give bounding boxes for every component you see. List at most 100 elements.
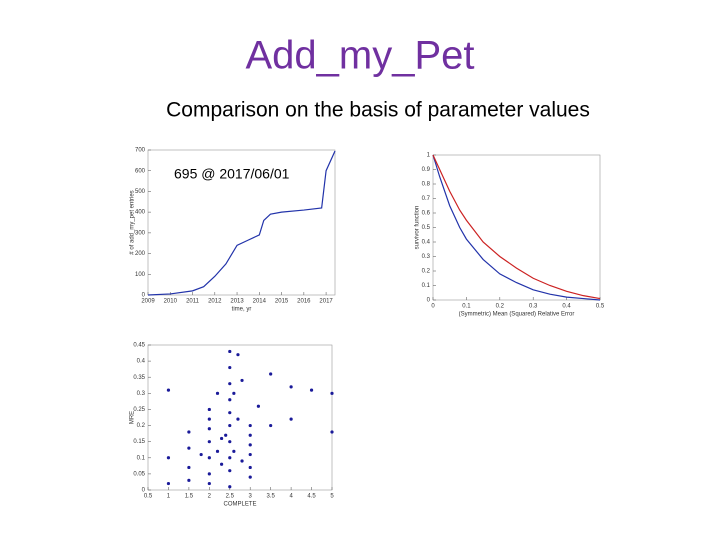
x-tick-label: 2011 <box>186 299 200 305</box>
y-tick-label: 100 <box>135 272 146 278</box>
scatter-point <box>228 485 232 489</box>
scatter-point <box>228 398 232 402</box>
x-tick-label: 0.5 <box>596 304 605 310</box>
x-tick-label: 2009 <box>141 299 155 305</box>
x-tick-label: 2.5 <box>226 494 235 500</box>
y-tick-label: 0.3 <box>422 254 431 260</box>
x-axis-label: (Symmetric) Mean (Squared) Relative Erro… <box>459 312 575 318</box>
scatter-point <box>207 417 211 421</box>
y-tick-label: 0.9 <box>422 167 431 173</box>
scatter-point <box>166 388 171 392</box>
y-tick-label: 700 <box>135 148 146 154</box>
plot-frame <box>432 154 601 301</box>
scatter-point <box>248 475 252 479</box>
y-tick-label: 0.4 <box>422 240 431 246</box>
series-line <box>147 150 336 296</box>
scatter-point <box>228 349 232 354</box>
y-tick-label: 500 <box>135 189 146 195</box>
series-line <box>432 154 601 301</box>
scatter-point <box>187 446 191 450</box>
scatter-point <box>207 440 211 444</box>
scatter-point <box>269 372 273 376</box>
scatter-point <box>248 465 252 470</box>
scatter-point <box>232 449 236 453</box>
y-tick-label: 1 <box>427 153 431 159</box>
y-tick-label: 0.15 <box>133 439 145 445</box>
x-tick-label: 4.5 <box>307 494 316 500</box>
x-tick-label: 2010 <box>164 299 178 305</box>
y-tick-label: 0.35 <box>133 375 145 381</box>
y-axis-label: survivor function <box>415 206 421 250</box>
annotation: 695 @ 2017/06/01 <box>174 166 290 182</box>
slide-title: Add_my_Pet <box>245 34 474 78</box>
x-tick-label: 1.5 <box>185 494 194 500</box>
y-tick-label: 0.2 <box>137 423 146 429</box>
scatter-point <box>228 423 232 428</box>
scatter-point <box>248 423 252 428</box>
x-tick-label: 2 <box>208 494 212 500</box>
y-tick-label: 0 <box>427 298 431 304</box>
y-tick-label: 0.05 <box>133 471 145 477</box>
x-tick-label: 2016 <box>297 299 311 305</box>
scatter-point <box>236 417 240 421</box>
scatter-point <box>240 378 244 383</box>
scatter-point <box>207 456 211 460</box>
y-tick-label: 0 <box>142 293 146 299</box>
x-axis-label: COMPLETE <box>223 502 256 508</box>
series-line <box>432 154 601 300</box>
y-tick-label: 400 <box>135 210 146 216</box>
x-tick-label: 2015 <box>275 299 289 305</box>
plot-frame <box>147 344 333 491</box>
x-tick-label: 0.1 <box>462 304 471 310</box>
y-axis-label: # of add_my_pet entries <box>130 190 136 254</box>
x-tick-label: 2013 <box>230 299 244 305</box>
scatter-point <box>215 449 220 453</box>
scatter-point <box>228 382 232 386</box>
x-tick-label: 4 <box>289 494 293 500</box>
y-tick-label: 600 <box>135 168 146 174</box>
scatter-point <box>220 462 224 466</box>
scatter-point <box>232 391 236 395</box>
scatter-point <box>248 433 252 437</box>
scatter-point <box>269 423 273 428</box>
y-tick-label: 0.45 <box>133 343 145 349</box>
slide-subtitle: Comparison on the basis of parameter val… <box>166 99 590 122</box>
scatter-point <box>220 436 224 441</box>
x-tick-label: 0 <box>431 304 435 310</box>
scatter-point <box>199 452 203 457</box>
x-tick-label: 0.4 <box>562 304 571 310</box>
scatter-point <box>207 481 211 486</box>
x-tick-label: 3 <box>249 494 253 500</box>
scatter-point <box>330 430 334 434</box>
y-tick-label: 0.1 <box>137 455 146 461</box>
x-tick-label: 1 <box>167 494 171 500</box>
plot-frame <box>147 149 336 296</box>
scatter-point <box>228 456 232 460</box>
x-tick-label: 2014 <box>253 299 267 305</box>
scatter-point <box>207 407 211 412</box>
scatter-point <box>215 391 220 395</box>
x-axis-label: time, yr <box>232 307 252 313</box>
scatter-point <box>187 465 191 470</box>
scatter-point <box>228 469 232 473</box>
x-tick-label: 2012 <box>208 299 222 305</box>
x-tick-label: 0.2 <box>496 304 505 310</box>
y-tick-label: 0.2 <box>422 269 431 275</box>
scatter-point <box>224 433 228 437</box>
y-tick-label: 0.5 <box>422 225 431 231</box>
y-tick-label: 0.1 <box>422 283 431 289</box>
scatter-point <box>166 456 171 460</box>
scatter-point <box>236 353 240 357</box>
x-tick-label: 5 <box>330 494 334 500</box>
y-tick-label: 300 <box>135 230 146 236</box>
scatter-point <box>309 388 314 392</box>
scatter-point <box>248 443 252 447</box>
x-tick-label: 0.3 <box>529 304 538 310</box>
scatter-point <box>330 391 334 395</box>
scatter-point <box>289 417 293 421</box>
y-tick-label: 0.25 <box>133 407 145 413</box>
y-tick-label: 0.6 <box>422 211 431 217</box>
y-tick-label: 0.3 <box>137 391 146 397</box>
scatter-point <box>228 440 232 444</box>
